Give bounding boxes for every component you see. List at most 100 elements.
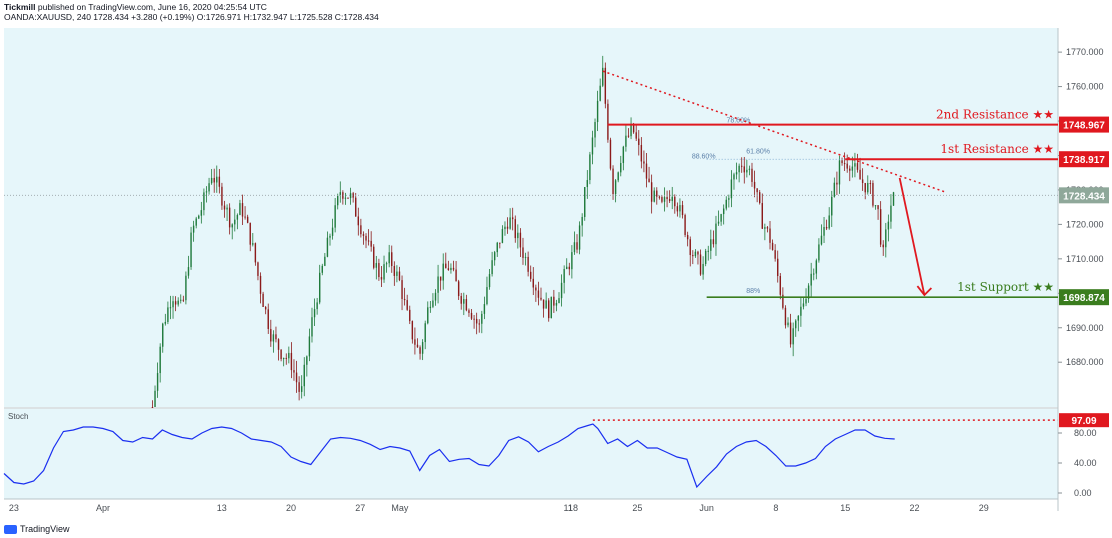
candle-body: [658, 196, 661, 198]
candle-body: [252, 243, 254, 245]
candle-body: [699, 254, 702, 275]
candle-body: [421, 342, 424, 354]
author-name[interactable]: Tickmill: [4, 2, 36, 12]
price-tick-label: 1760.000: [1066, 82, 1104, 92]
candle-body: [419, 347, 421, 354]
time-tick-label: Jun: [699, 503, 714, 513]
candle-body: [694, 251, 697, 257]
time-tick-label: 18: [568, 503, 578, 513]
candle-body: [180, 299, 182, 301]
candle-body: [846, 163, 848, 169]
time-tick-label: 22: [909, 503, 919, 513]
candle-body: [321, 265, 323, 273]
candle-body: [820, 235, 823, 245]
candle-body: [218, 176, 221, 187]
candle-body: [609, 139, 612, 169]
candle-body: [429, 306, 432, 308]
candle-body: [697, 251, 699, 255]
candle-body: [527, 256, 529, 272]
candle-body: [411, 321, 414, 340]
candle-body: [156, 373, 159, 391]
candle-body: [398, 271, 401, 281]
candle-body: [313, 309, 316, 318]
candle-body: [460, 296, 462, 304]
candle-body: [517, 232, 519, 239]
stoch-panel-label: Stoch: [8, 412, 28, 421]
candle-body: [591, 137, 594, 155]
candle-body: [210, 177, 213, 184]
candle-body: [481, 313, 483, 324]
candle-body: [877, 205, 879, 210]
candle-body: [447, 268, 450, 271]
candle-body: [424, 323, 426, 343]
candle-body: [887, 221, 890, 230]
candle-body: [306, 356, 308, 365]
candle-body: [789, 322, 792, 345]
candle-body: [246, 216, 249, 223]
candle-body: [290, 352, 293, 371]
candle-body: [483, 304, 486, 314]
candle-body: [573, 242, 576, 253]
candle-body: [457, 281, 460, 297]
tradingview-logo-icon: [4, 524, 17, 534]
level-price-tag: [1059, 151, 1109, 168]
candle-body: [182, 299, 185, 301]
level-name: 2nd Resistance ★★: [936, 108, 1054, 122]
candle-body: [367, 240, 370, 242]
stoch-line: [3, 423, 895, 489]
candle-body: [625, 135, 627, 147]
candle-body: [813, 273, 815, 275]
candle-body: [169, 307, 172, 309]
candle-body: [596, 100, 599, 123]
candle-body: [771, 242, 774, 251]
candle-body: [445, 263, 447, 269]
candle-body: [710, 239, 712, 251]
candle-body: [712, 239, 715, 245]
level-price-tag: [1059, 116, 1109, 133]
candle-body: [756, 188, 758, 193]
candle-body: [715, 223, 717, 245]
candle-body: [262, 293, 264, 308]
candle-body: [174, 301, 177, 305]
candle-body: [380, 277, 383, 280]
candle-body: [849, 168, 851, 171]
candle-body: [640, 144, 643, 162]
candle-body: [874, 205, 877, 207]
candle-body: [154, 390, 156, 407]
candle-body: [766, 227, 769, 229]
fib-label: 88%: [746, 288, 760, 295]
stoch-tick-label: 0.00: [1074, 488, 1092, 498]
candle-body: [396, 271, 398, 276]
time-tick-label: 23: [9, 503, 19, 513]
candle-body: [823, 227, 825, 236]
candle-body: [674, 196, 676, 207]
candle-body: [566, 266, 568, 270]
candle-body: [892, 192, 895, 206]
candle-body: [851, 166, 854, 171]
candle-body: [643, 161, 645, 164]
candle-body: [663, 197, 666, 202]
fib-label: 61.80%: [746, 148, 770, 155]
level-price-tag: [1059, 289, 1109, 306]
candle-body: [728, 198, 730, 200]
candle-body: [205, 191, 208, 193]
candle-body: [676, 206, 679, 212]
candle-body: [833, 182, 836, 197]
candle-body: [488, 274, 491, 288]
published-text: published on TradingView.com, June 16, 2…: [37, 2, 267, 12]
candle-body: [514, 219, 516, 239]
candle-body: [825, 227, 828, 229]
candle-body: [162, 323, 164, 347]
candle-body: [599, 85, 601, 101]
ohlc-readout: 1728.434 +3.280 (+0.19%) O:1726.971 H:17…: [93, 12, 379, 22]
candle-body: [612, 168, 614, 195]
candle-body: [231, 224, 233, 228]
candle-body: [506, 226, 509, 229]
candle-body: [324, 256, 326, 266]
tradingview-footer[interactable]: TradingView: [4, 524, 70, 534]
candle-body: [370, 240, 372, 247]
candle-body: [509, 217, 511, 229]
candle-body: [504, 226, 506, 230]
candle-body: [738, 165, 740, 173]
